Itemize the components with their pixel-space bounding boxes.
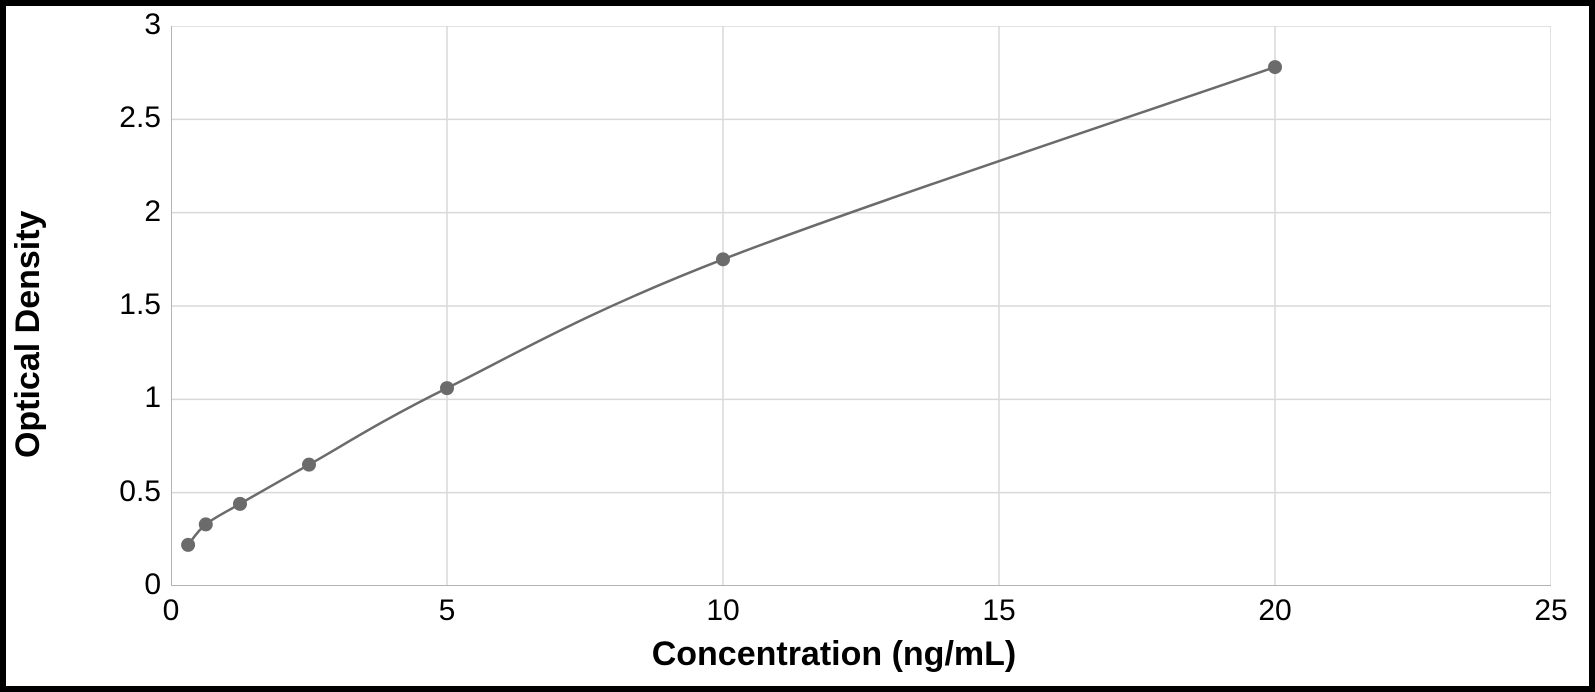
data-point: [440, 381, 454, 395]
x-tick-label: 0: [163, 594, 180, 628]
x-axis-label: Concentration (ng/mL): [652, 635, 1017, 674]
data-point: [302, 458, 316, 472]
data-point: [181, 538, 195, 552]
x-tick-label: 15: [982, 594, 1015, 628]
y-tick-label: 0: [144, 568, 161, 602]
y-tick-label: 3: [144, 8, 161, 42]
y-tick-label: 0.5: [119, 475, 161, 509]
x-tick-label: 25: [1534, 594, 1567, 628]
chart-svg: [171, 26, 1551, 586]
x-tick-label: 5: [439, 594, 456, 628]
x-tick-label: 10: [706, 594, 739, 628]
data-point: [199, 517, 213, 531]
y-tick-label: 2: [144, 195, 161, 229]
y-tick-label: 1: [144, 381, 161, 415]
y-axis-label: Optical Density: [9, 211, 48, 459]
y-tick-label: 1.5: [119, 288, 161, 322]
data-point: [716, 252, 730, 266]
y-tick-label: 2.5: [119, 101, 161, 135]
x-tick-label: 20: [1258, 594, 1291, 628]
chart-frame: Optical Density Concentration (ng/mL) 00…: [0, 0, 1595, 692]
data-point: [233, 497, 247, 511]
data-point: [1268, 60, 1282, 74]
